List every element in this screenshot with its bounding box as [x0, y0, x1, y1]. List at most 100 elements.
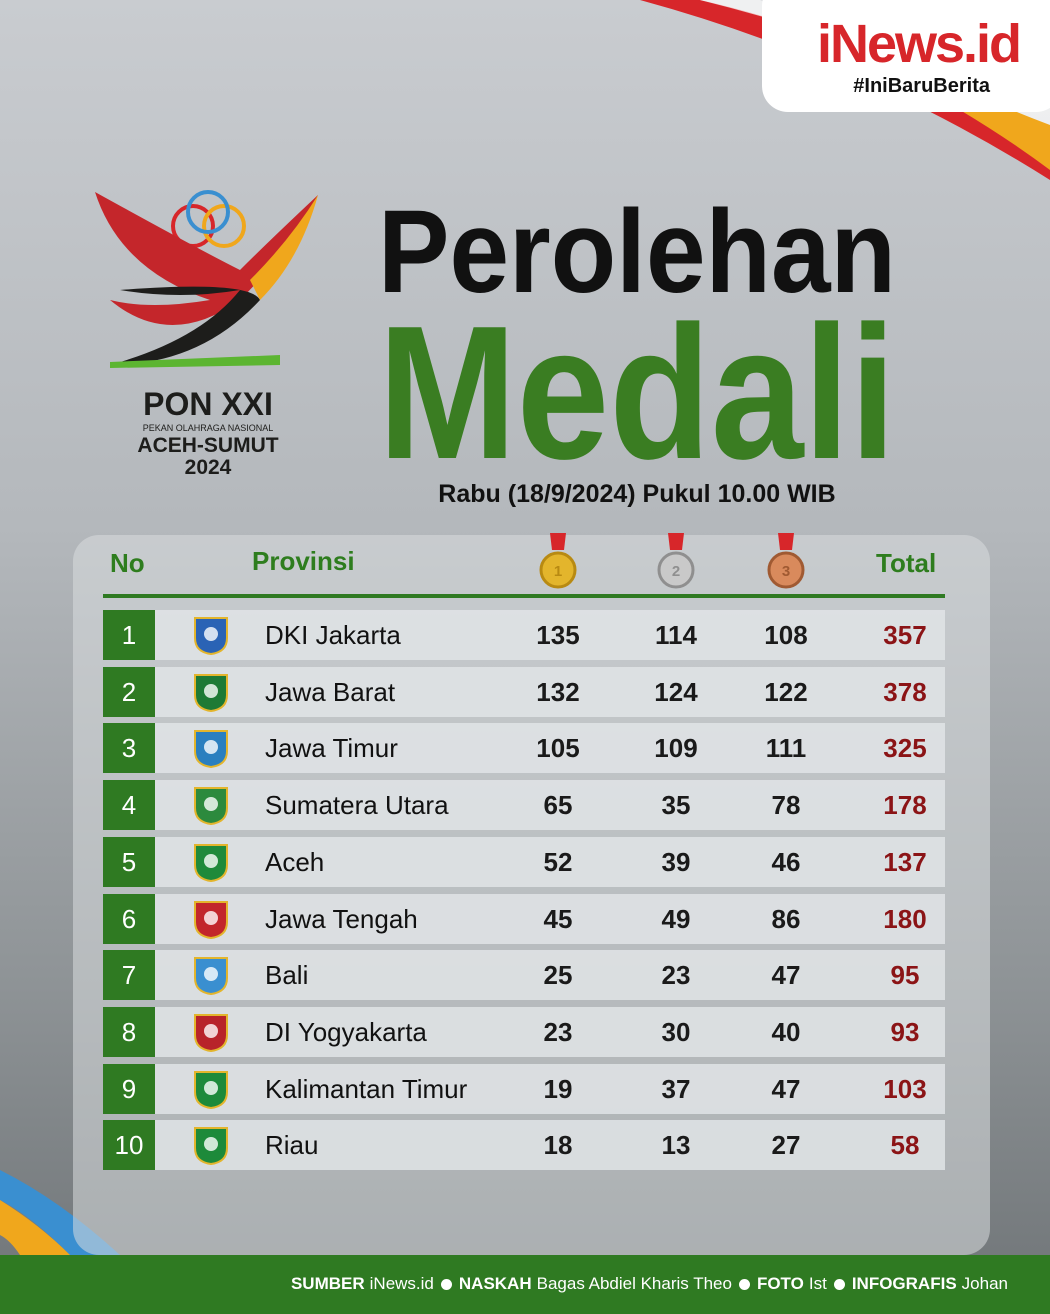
- province-name: Jawa Timur: [265, 733, 398, 764]
- emblem-detail: [204, 1137, 218, 1152]
- title-line2: Medali: [378, 287, 896, 499]
- medal-count: 124: [654, 676, 698, 707]
- province-emblem: [194, 1013, 228, 1052]
- medal-count: 108: [764, 620, 808, 650]
- emblem-detail: [204, 967, 218, 982]
- table-row: 2 Jawa Barat 132 124 122 378: [103, 666, 945, 717]
- total-count: 103: [883, 1073, 927, 1104]
- emblem-detail: [204, 683, 218, 698]
- row-number: 8: [103, 1006, 155, 1057]
- total-count: 180: [883, 903, 927, 934]
- table-row: 3 Jawa Timur 105 109 111 325: [103, 723, 945, 774]
- medal-count: 86: [771, 903, 801, 934]
- medal-count: 45: [543, 903, 573, 934]
- logo-year: 2024: [185, 456, 232, 479]
- total-count: 58: [890, 1130, 920, 1161]
- credit-label: NASKAH: [458, 1274, 532, 1293]
- row-number: 4: [103, 780, 155, 831]
- row-number: 3: [103, 723, 155, 774]
- province-name: Jawa Tengah: [265, 903, 418, 934]
- medal-count: 39: [661, 846, 691, 877]
- separator-dot: [833, 1278, 845, 1290]
- province-name: DKI Jakarta: [265, 620, 401, 650]
- province-emblem: [194, 957, 228, 996]
- credit-value: Ist: [808, 1274, 827, 1293]
- medal-count: 37: [661, 1073, 691, 1104]
- date: Rabu (18/9/2024) Pukul 10.00 WIB: [438, 480, 835, 508]
- table-row: 6 Jawa Tengah 45 49 86 180: [103, 893, 945, 944]
- emblem-detail: [204, 740, 218, 755]
- medal-count: 30: [661, 1016, 691, 1047]
- row-number: 9: [103, 1063, 155, 1114]
- province-name: Sumatera Utara: [265, 790, 449, 821]
- medal-count: 23: [543, 1016, 573, 1047]
- province-name: DI Yogyakarta: [265, 1016, 427, 1047]
- total-count: 178: [883, 790, 927, 821]
- province-emblem: [194, 673, 228, 712]
- province-emblem: [194, 617, 228, 656]
- credit-value: Johan: [961, 1274, 1008, 1293]
- province-name: Aceh: [265, 846, 325, 877]
- medal-count: 122: [764, 676, 808, 707]
- logo-title: PON XXI: [143, 386, 273, 422]
- province-name: Riau: [265, 1130, 319, 1161]
- total-count: 93: [890, 1016, 920, 1047]
- brand-tagline: #IniBaruBerita: [853, 75, 991, 97]
- province-emblem: [194, 1070, 228, 1109]
- credit-value: iNews.id: [369, 1274, 434, 1293]
- medal-count: 65: [543, 790, 573, 821]
- logo-region: ACEH-SUMUT: [137, 434, 278, 457]
- medal-count: 13: [661, 1130, 691, 1161]
- row-number: 5: [103, 836, 155, 887]
- medal-count: 109: [654, 733, 698, 764]
- total-count: 95: [890, 960, 920, 991]
- emblem-detail: [204, 1023, 218, 1038]
- medal-count: 132: [536, 676, 580, 707]
- separator-dot: [440, 1278, 452, 1290]
- medal-count: 18: [543, 1130, 573, 1161]
- medal-count: 47: [771, 1073, 801, 1104]
- medal-count: 46: [771, 846, 801, 877]
- medal-number: 1: [554, 563, 562, 580]
- row-number: 1: [103, 610, 155, 660]
- medal: [767, 551, 805, 589]
- table-row: 9 Kalimantan Timur 19 37 47 103: [103, 1063, 945, 1114]
- province-emblem: [194, 900, 228, 939]
- medal-count: 47: [771, 960, 801, 991]
- medal-count: 135: [536, 620, 580, 650]
- table-row: 5 Aceh 52 39 46 137: [103, 836, 945, 887]
- row-number: 7: [103, 950, 155, 1001]
- medal-ribbon: [668, 533, 684, 550]
- medal-number: 3: [782, 563, 790, 580]
- col-provinsi: Provinsi: [252, 546, 355, 576]
- medal-count: 35: [661, 790, 691, 821]
- medal-count: 19: [543, 1073, 573, 1104]
- total-count: 325: [883, 733, 927, 764]
- footer: SUMBER iNews.id NASKAH Bagas Abdiel Kharis …: [0, 1255, 1050, 1314]
- province-name: Jawa Barat: [265, 676, 396, 707]
- medal-count: 114: [655, 620, 697, 650]
- province-emblem: [194, 1127, 228, 1166]
- province-name: Bali: [265, 960, 309, 991]
- province-name: Kalimantan Timur: [265, 1073, 468, 1104]
- row-number: 6: [103, 893, 155, 944]
- medal-count: 40: [771, 1016, 801, 1047]
- medal: [657, 551, 695, 589]
- medal-count: 105: [536, 733, 580, 764]
- medal-count: 78: [771, 790, 801, 821]
- province-emblem: [194, 730, 228, 769]
- medal-count: 25: [543, 960, 573, 991]
- col-total: Total: [876, 548, 937, 578]
- credit-label: FOTO: [756, 1274, 804, 1293]
- medal-count: 23: [661, 960, 691, 991]
- row-number: 2: [103, 666, 155, 717]
- credit-label: INFOGRAFIS: [851, 1274, 957, 1293]
- medal-number: 2: [672, 563, 680, 580]
- emblem-detail: [204, 627, 218, 641]
- brand-name: iNews.id: [817, 14, 1020, 74]
- emblem-detail: [204, 1080, 218, 1095]
- medal-count: 52: [543, 846, 573, 877]
- medal-ribbon: [550, 533, 566, 550]
- medal-count: 49: [661, 903, 691, 934]
- title-line1: Perolehan: [378, 186, 896, 318]
